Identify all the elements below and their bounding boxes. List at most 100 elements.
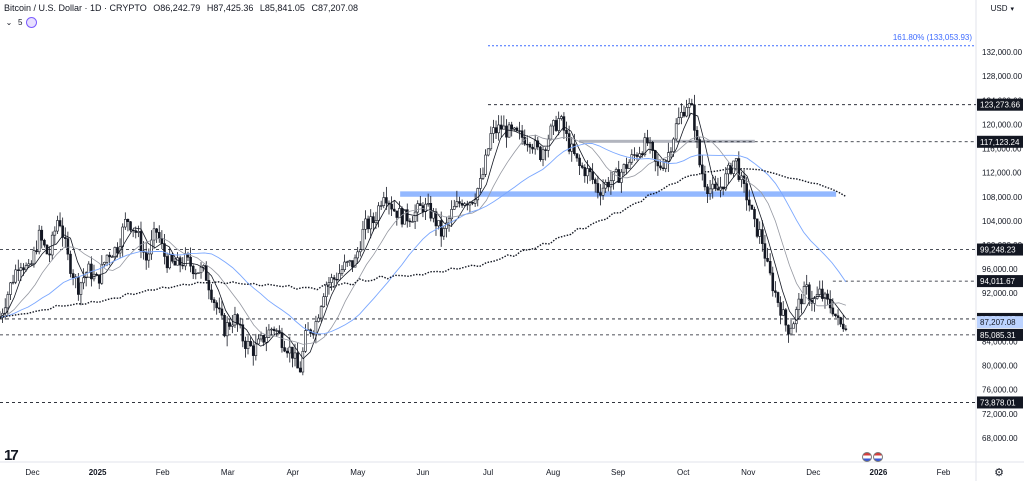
candle[interactable] bbox=[340, 269, 344, 274]
candle[interactable] bbox=[171, 254, 174, 262]
candle[interactable] bbox=[264, 337, 268, 343]
candle[interactable] bbox=[411, 221, 414, 223]
candle[interactable] bbox=[593, 179, 597, 184]
candle[interactable] bbox=[231, 324, 234, 327]
candle[interactable] bbox=[267, 329, 271, 338]
candle[interactable] bbox=[800, 298, 803, 305]
candle[interactable] bbox=[513, 127, 516, 130]
candle[interactable] bbox=[121, 226, 125, 247]
candle[interactable] bbox=[379, 205, 383, 207]
candle[interactable] bbox=[831, 307, 835, 315]
candle[interactable] bbox=[839, 317, 842, 325]
candle[interactable] bbox=[246, 341, 250, 349]
candle[interactable] bbox=[674, 123, 678, 140]
candle[interactable] bbox=[27, 263, 31, 266]
currency-selector[interactable]: USD ▾ bbox=[991, 4, 1014, 13]
candle[interactable] bbox=[56, 220, 59, 232]
candle[interactable] bbox=[254, 343, 258, 356]
candle[interactable] bbox=[40, 229, 44, 241]
candle[interactable] bbox=[236, 314, 239, 325]
candle[interactable] bbox=[766, 258, 769, 262]
candle[interactable] bbox=[345, 261, 349, 263]
candle[interactable] bbox=[118, 246, 122, 254]
candle[interactable] bbox=[463, 203, 467, 206]
candle[interactable] bbox=[719, 186, 722, 191]
candle[interactable] bbox=[69, 253, 72, 274]
candle[interactable] bbox=[711, 183, 715, 190]
candle[interactable] bbox=[510, 124, 513, 130]
indicators-toggle[interactable]: ⌄ 5 bbox=[4, 17, 38, 28]
candle[interactable] bbox=[79, 282, 83, 295]
candle[interactable] bbox=[494, 127, 498, 134]
candle[interactable] bbox=[774, 290, 777, 293]
candle[interactable] bbox=[116, 247, 119, 254]
candle[interactable] bbox=[173, 260, 177, 266]
candle[interactable] bbox=[755, 218, 759, 237]
candle[interactable] bbox=[322, 296, 326, 307]
candle[interactable] bbox=[11, 281, 15, 284]
candle[interactable] bbox=[426, 203, 430, 205]
candle[interactable] bbox=[528, 144, 532, 148]
candle[interactable] bbox=[445, 222, 448, 229]
candle[interactable] bbox=[541, 149, 545, 161]
candle[interactable] bbox=[24, 265, 28, 271]
candle[interactable] bbox=[672, 138, 675, 152]
candle[interactable] bbox=[319, 306, 323, 319]
candle[interactable] bbox=[627, 161, 631, 169]
candle[interactable] bbox=[575, 153, 579, 159]
candle[interactable] bbox=[792, 323, 795, 329]
candle[interactable] bbox=[646, 137, 649, 144]
candle[interactable] bbox=[61, 225, 64, 238]
candle[interactable] bbox=[442, 228, 446, 237]
candle[interactable] bbox=[492, 127, 495, 134]
candle[interactable] bbox=[539, 146, 542, 161]
candle[interactable] bbox=[343, 261, 346, 270]
candle[interactable] bbox=[241, 324, 245, 342]
candle[interactable] bbox=[348, 260, 352, 263]
candle[interactable] bbox=[325, 284, 328, 298]
candle[interactable] bbox=[150, 239, 153, 255]
indicator-visibility-icon[interactable] bbox=[26, 17, 38, 28]
candle[interactable] bbox=[155, 228, 158, 233]
candle[interactable] bbox=[434, 211, 438, 227]
candle[interactable] bbox=[210, 289, 213, 300]
candle[interactable] bbox=[259, 335, 263, 340]
candle[interactable] bbox=[844, 328, 848, 330]
resistance-zone[interactable] bbox=[400, 191, 837, 197]
candle[interactable] bbox=[330, 277, 333, 283]
candle[interactable] bbox=[557, 118, 560, 131]
candle[interactable] bbox=[573, 143, 576, 154]
chevron-down-icon[interactable]: ⌄ bbox=[5, 17, 13, 27]
candle[interactable] bbox=[110, 256, 114, 258]
candle[interactable] bbox=[251, 345, 255, 356]
candle[interactable] bbox=[476, 188, 480, 201]
candle[interactable] bbox=[212, 299, 216, 304]
candle[interactable] bbox=[549, 125, 553, 140]
candle[interactable] bbox=[124, 219, 127, 228]
candle[interactable] bbox=[137, 231, 140, 233]
candle[interactable] bbox=[257, 338, 260, 345]
candle[interactable] bbox=[390, 203, 393, 210]
candle[interactable] bbox=[841, 323, 845, 330]
candle[interactable] bbox=[562, 116, 566, 131]
candle[interactable] bbox=[794, 309, 798, 325]
candle[interactable] bbox=[677, 117, 681, 125]
candle[interactable] bbox=[784, 309, 788, 326]
candle[interactable] bbox=[693, 104, 696, 131]
candle[interactable] bbox=[680, 111, 683, 118]
candle[interactable] bbox=[332, 277, 336, 280]
candle[interactable] bbox=[648, 141, 652, 144]
candle[interactable] bbox=[659, 165, 662, 169]
candle[interactable] bbox=[416, 203, 420, 213]
candle[interactable] bbox=[157, 232, 161, 239]
candle[interactable] bbox=[601, 187, 605, 196]
candle[interactable] bbox=[834, 313, 837, 317]
candle[interactable] bbox=[335, 278, 339, 281]
candle[interactable] bbox=[270, 328, 273, 331]
candle[interactable] bbox=[275, 330, 279, 332]
resistance-band[interactable] bbox=[579, 139, 755, 143]
candle[interactable] bbox=[781, 309, 785, 316]
candle[interactable] bbox=[479, 178, 482, 189]
candle[interactable] bbox=[382, 197, 386, 206]
candle[interactable] bbox=[30, 263, 33, 265]
